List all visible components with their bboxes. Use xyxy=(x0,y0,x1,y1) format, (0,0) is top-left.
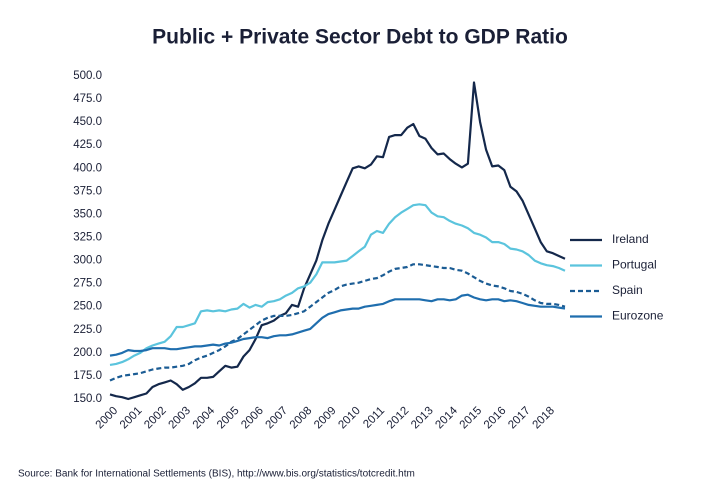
legend-label: Ireland xyxy=(612,232,649,246)
x-tick-label: 2011 xyxy=(361,405,387,431)
y-tick-label: 475.0 xyxy=(73,93,102,105)
y-tick-label: 250.0 xyxy=(73,301,102,313)
x-tick-label: 2004 xyxy=(191,404,218,431)
x-tick-label: 2000 xyxy=(94,405,121,432)
x-tick-label: 2018 xyxy=(530,405,557,432)
y-tick-label: 500.0 xyxy=(73,70,102,82)
x-tick-label: 2012 xyxy=(385,405,412,432)
x-tick-label: 2015 xyxy=(458,405,485,432)
y-tick-label: 175.0 xyxy=(73,370,102,382)
x-tick-label: 2009 xyxy=(312,405,339,432)
x-tick-label: 2017 xyxy=(506,405,533,432)
x-tick-label: 2008 xyxy=(288,405,315,432)
x-tick-label: 2016 xyxy=(482,405,509,432)
y-tick-label: 200.0 xyxy=(73,347,102,359)
x-tick-label: 2005 xyxy=(215,405,242,432)
series-line xyxy=(109,203,566,366)
x-tick-label: 2002 xyxy=(142,405,169,432)
y-tick-label: 150.0 xyxy=(73,393,102,405)
y-tick-label: 275.0 xyxy=(73,278,102,290)
series-line xyxy=(109,293,566,357)
y-tick-label: 225.0 xyxy=(73,324,102,336)
x-tick-label: 2003 xyxy=(166,405,193,432)
y-tick-label: 300.0 xyxy=(73,255,102,267)
y-tick-label: 400.0 xyxy=(73,162,102,174)
series-line xyxy=(109,263,566,382)
source-note: Source: Bank for International Settlemen… xyxy=(18,469,415,480)
legend-label: Portugal xyxy=(612,258,657,272)
x-tick-label: 2013 xyxy=(409,405,436,432)
x-tick-label: 2001 xyxy=(118,405,145,432)
x-tick-label: 2010 xyxy=(336,405,363,432)
x-tick-label: 2006 xyxy=(239,405,266,432)
y-tick-label: 375.0 xyxy=(73,185,102,197)
chart-title: Public + Private Sector Debt to GDP Rati… xyxy=(152,26,568,49)
x-tick-label: 2014 xyxy=(433,404,460,431)
legend-label: Spain xyxy=(612,283,643,297)
y-tick-label: 450.0 xyxy=(73,116,102,128)
y-tick-label: 350.0 xyxy=(73,208,102,220)
y-tick-label: 425.0 xyxy=(73,139,102,151)
legend-label: Eurozone xyxy=(612,309,664,323)
x-tick-label: 2007 xyxy=(264,405,291,432)
series-line xyxy=(109,81,566,401)
y-tick-label: 325.0 xyxy=(73,232,102,244)
